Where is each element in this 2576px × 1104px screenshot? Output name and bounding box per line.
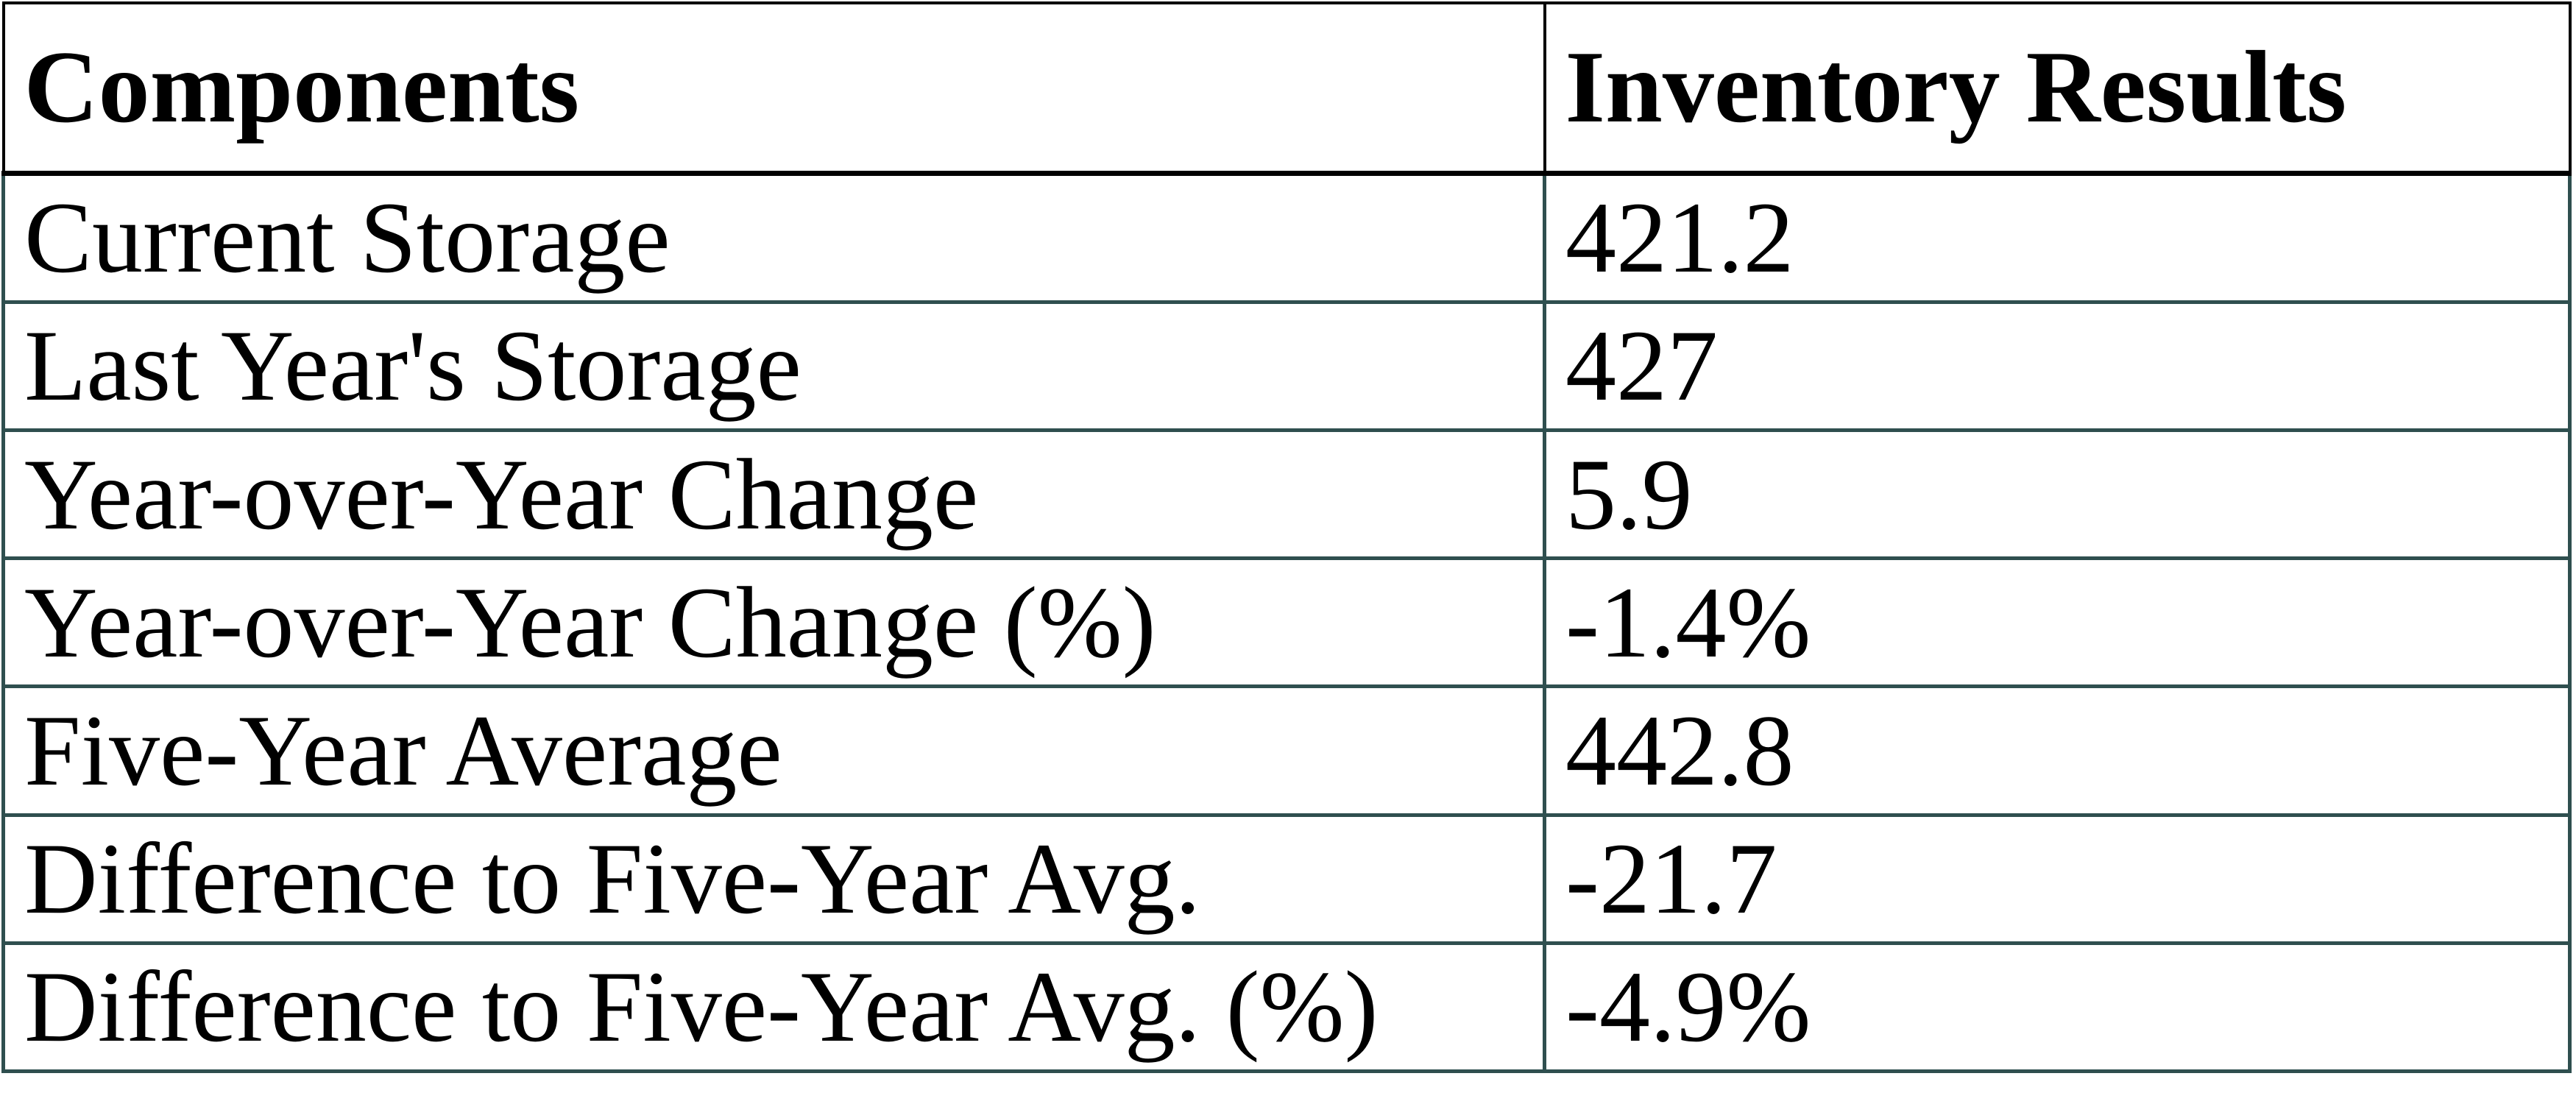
row-label: Year-over-Year Change xyxy=(1,428,1546,561)
row-label: Last Year's Storage xyxy=(1,300,1546,432)
row-label: Five-Year Average xyxy=(1,684,1546,817)
row-value: 5.9 xyxy=(1543,428,2572,561)
row-value: 442.8 xyxy=(1543,684,2572,817)
header-cell-components: Components xyxy=(1,1,1546,176)
header-cell-inventory-results: Inventory Results xyxy=(1543,1,2572,176)
row-value: 421.2 xyxy=(1543,171,2572,304)
table-row: Difference to Five-Year Avg. -21.7 xyxy=(1,813,2572,945)
row-value: -21.7 xyxy=(1543,813,2572,945)
row-value: 427 xyxy=(1543,300,2572,432)
table-row: Year-over-Year Change (%) -1.4% xyxy=(1,556,2572,689)
row-value: -4.9% xyxy=(1543,941,2572,1074)
table-row: Last Year's Storage 427 xyxy=(1,300,2572,432)
row-label: Year-over-Year Change (%) xyxy=(1,556,1546,689)
inventory-table: Components Inventory Results Current Sto… xyxy=(1,1,2572,1074)
table-row: Current Storage 421.2 xyxy=(1,171,2572,304)
table-row: Five-Year Average 442.8 xyxy=(1,684,2572,817)
row-label: Difference to Five-Year Avg. (%) xyxy=(1,941,1546,1074)
table-row: Difference to Five-Year Avg. (%) -4.9% xyxy=(1,941,2572,1074)
table-row: Year-over-Year Change 5.9 xyxy=(1,428,2572,561)
row-label: Current Storage xyxy=(1,171,1546,304)
row-value: -1.4% xyxy=(1543,556,2572,689)
header-row: Components Inventory Results xyxy=(1,1,2572,176)
row-label: Difference to Five-Year Avg. xyxy=(1,813,1546,945)
